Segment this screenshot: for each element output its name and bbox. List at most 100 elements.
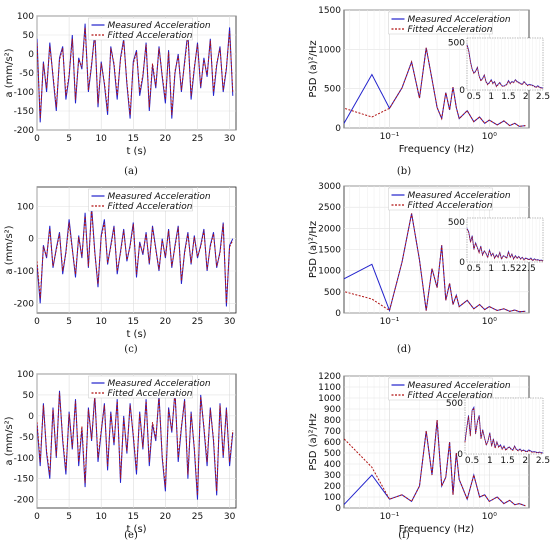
x-tick-label: 15 (128, 134, 139, 144)
panel-caption: (b) (397, 166, 411, 177)
inset-x-tick-label: 1.5 (501, 264, 515, 274)
y-tick-label: 0 (335, 504, 341, 514)
y-tick-label: -100 (14, 267, 35, 277)
inset-fitted-line (466, 45, 544, 89)
y-tick-label: 0 (28, 50, 34, 60)
y-tick-label: 1000 (318, 267, 341, 277)
legend-fitted-label: Fitted Acceleration (108, 202, 193, 212)
x-tick-label: 5 (66, 512, 72, 522)
y-axis-label: PSD (a)²/Hz (308, 413, 319, 470)
y-tick-label: 1000 (318, 394, 341, 404)
y-tick-label: -200 (14, 496, 35, 506)
x-tick-label: 0 (34, 317, 40, 327)
y-tick-label: 50 (23, 31, 35, 41)
legend-measured-label: Measured Acceleration (108, 379, 211, 389)
y-axis-label: PSD (a)²/Hz (308, 40, 319, 97)
x-tick-label: 20 (160, 512, 172, 522)
x-tick-label: 10⁰ (482, 512, 497, 522)
legend-fitted-label: Fitted Acceleration (408, 391, 493, 401)
chart-panel-f: 0100200300400500600700800900100011001200… (308, 372, 550, 541)
panel-caption: (f) (398, 530, 410, 541)
panel-caption: (a) (124, 166, 138, 177)
y-tick-label: 100 (17, 202, 34, 212)
inset-fitted-line (464, 406, 544, 454)
x-axis-label: t (s) (126, 524, 146, 535)
inset-x-tick-label: 2 (522, 456, 528, 466)
y-tick-label: 0 (335, 309, 341, 319)
fitted-acceleration-line (344, 213, 526, 313)
legend-box (388, 187, 493, 211)
inset-x-tick-label: 22.5 (516, 264, 536, 274)
panel-caption: (e) (124, 530, 138, 541)
fitted-acceleration-line (37, 392, 234, 496)
y-axis-label: a (mm/s²) (4, 225, 15, 274)
y-tick-label: 2500 (318, 203, 341, 213)
legend-fitted-label: Fitted Acceleration (108, 389, 193, 399)
inset-x-tick-label: 0.5 (467, 92, 481, 102)
y-tick-label: 200 (324, 482, 341, 492)
x-tick-label: 10 (95, 512, 107, 522)
x-axis-label: t (s) (126, 329, 146, 340)
fitted-acceleration-line (344, 419, 526, 507)
inset-x-tick-label: 2.5 (536, 92, 550, 102)
y-tick-label: -150 (14, 475, 35, 485)
y-tick-label: -150 (14, 107, 35, 117)
chart-panel-a: -200 -150 -100 -50 0 50 100 0 5 10 15 20 25 30 t (s) a … (4, 12, 237, 177)
chart-panel-e: -200 -150 -100 -50 0 50 100 0 5 10 15 20 25 30 t (s) a … (4, 370, 237, 541)
fitted-acceleration-line (37, 209, 234, 304)
y-tick-label: 0 (335, 124, 341, 134)
y-tick-label: 600 (324, 438, 341, 448)
chart-panel-c: -200 -100 0 100 0 5 10 15 20 25 30 t (s) a (mm/s²) Me… (4, 186, 237, 355)
y-tick-label: 800 (324, 416, 341, 426)
fitted-acceleration-line (344, 47, 526, 127)
y-tick-label: -100 (14, 454, 35, 464)
y-tick-label: 3000 (318, 182, 341, 192)
x-tick-label: 10 (95, 134, 107, 144)
x-tick-label: 20 (160, 317, 172, 327)
y-tick-label: 100 (17, 370, 34, 380)
inset-plot: 0 500 0.5 1 1.5 2 2.5 (448, 37, 550, 102)
legend-measured-label: Measured Acceleration (108, 192, 211, 202)
y-tick-label: 1200 (318, 372, 341, 382)
y-tick-label: 100 (17, 12, 34, 22)
inset-y-tick-label: 500 (448, 39, 465, 49)
x-tick-label: 25 (192, 317, 203, 327)
x-tick-label: 25 (192, 134, 203, 144)
x-tick-label: 10⁰ (482, 317, 497, 327)
legend-box (388, 377, 493, 401)
x-tick-label: 15 (128, 317, 139, 327)
y-tick-label: -50 (19, 69, 34, 79)
inset-y-tick-label: 500 (448, 218, 465, 228)
x-tick-label: 30 (224, 134, 236, 144)
x-tick-label: 10 (95, 317, 107, 327)
y-tick-label: 500 (324, 449, 341, 459)
x-tick-label: 10⁰ (482, 132, 497, 142)
x-tick-label: 10⁻¹ (380, 132, 400, 142)
y-tick-label: 500 (324, 85, 341, 95)
inset-fitted-line (466, 229, 544, 262)
y-tick-label: 1100 (318, 383, 341, 393)
legend-fitted-label: Fitted Acceleration (108, 31, 193, 41)
x-tick-label: 10⁻¹ (380, 317, 400, 327)
y-tick-label: 300 (324, 471, 341, 481)
x-tick-label: 15 (128, 512, 139, 522)
y-tick-label: -200 (14, 299, 35, 309)
inset-x-tick-label: 1 (488, 264, 494, 274)
x-tick-label: 25 (192, 512, 203, 522)
y-tick-label: 2000 (318, 224, 341, 234)
x-tick-label: 20 (160, 134, 172, 144)
y-tick-label: 1500 (318, 6, 341, 16)
legend-measured-label: Measured Acceleration (108, 21, 211, 31)
x-tick-label: 0 (34, 512, 40, 522)
x-tick-label: 5 (66, 134, 72, 144)
inset-y-tick-label: 0 (457, 450, 463, 460)
x-tick-label: 5 (66, 317, 72, 327)
inset-y-tick-label: 0 (459, 258, 465, 268)
y-tick-label: 0 (28, 235, 34, 245)
x-tick-label: 30 (224, 512, 236, 522)
y-axis-label: a (mm/s²) (4, 416, 15, 465)
legend-fitted-label: Fitted Acceleration (408, 25, 493, 35)
